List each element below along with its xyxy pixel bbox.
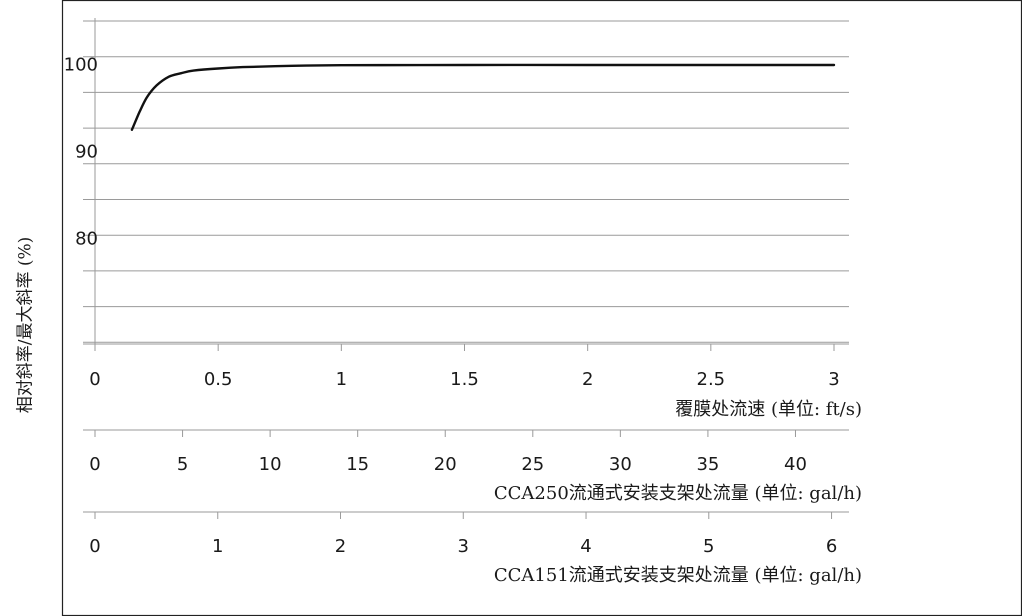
x-tick-label: 1 (212, 536, 223, 557)
grid-lines (83, 18, 849, 344)
x-tick-label: 1.5 (450, 369, 479, 390)
x-tick-label: 4 (580, 536, 591, 557)
y-tick-label: 100 (64, 55, 98, 76)
x-tick-label: 15 (346, 454, 369, 475)
x-tick-label: 0 (89, 454, 100, 475)
x-axis-label-cca151-flow: CCA151流通式安装支架处流量 (单位: gal/h) (494, 565, 862, 586)
x-tick-label: 40 (784, 454, 807, 475)
x-tick-label: 2 (582, 369, 593, 390)
x-tick-label: 1 (336, 369, 347, 390)
x-tick-label: 25 (521, 454, 544, 475)
x-tick-label: 0.5 (204, 369, 233, 390)
series-layer (130, 63, 836, 131)
x-tick-label: 5 (177, 454, 188, 475)
x-tick-label: 3 (458, 536, 469, 557)
y-tick-labels: 100 90 80 (64, 55, 98, 250)
x-axis-label-cca250-flow: CCA250流通式安装支架处流量 (单位: gal/h) (494, 483, 862, 504)
y-axis-label: 相对斜率/最大斜率 (%) (16, 237, 36, 414)
y-tick-label: 80 (75, 229, 98, 250)
x-tick-label: 0 (89, 369, 100, 390)
x-tick-label: 20 (434, 454, 457, 475)
x-tick-label: 6 (826, 536, 837, 557)
x-tick-label: 35 (696, 454, 719, 475)
x-tick-label: 30 (609, 454, 632, 475)
y-tick-label: 90 (75, 142, 98, 163)
x-tick-label: 10 (259, 454, 282, 475)
x-tick-label: 2.5 (697, 369, 726, 390)
x-tick-label: 5 (703, 536, 714, 557)
x-tick-label: 3 (828, 369, 839, 390)
x-axis-label-flow-velocity: 覆膜处流速 (单位: ft/s) (675, 399, 862, 420)
x-tick-label: 2 (335, 536, 346, 557)
x-tick-label: 0 (89, 536, 100, 557)
series-line-0 (130, 63, 836, 131)
